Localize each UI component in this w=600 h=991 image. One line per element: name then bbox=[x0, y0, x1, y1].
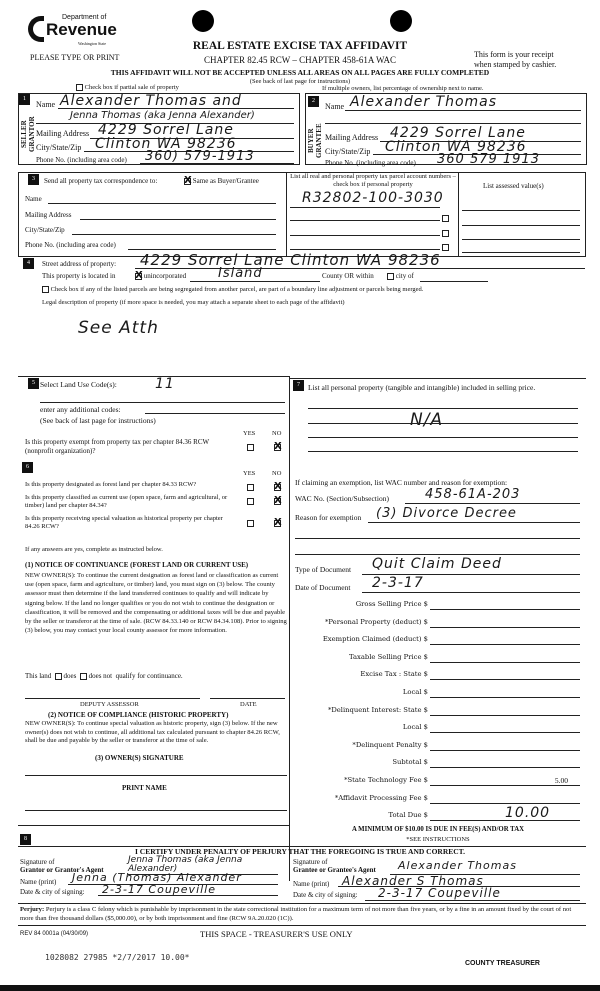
fee-label: Local $ bbox=[402, 688, 428, 696]
does-checkbox[interactable] bbox=[54, 672, 62, 680]
fee-label: Total Due $ bbox=[388, 811, 428, 820]
wac-number[interactable]: 458-61A-203 bbox=[425, 487, 521, 502]
current-use-no-checkbox[interactable] bbox=[274, 495, 282, 506]
seller-name[interactable]: Alexander Thomas and bbox=[60, 93, 242, 109]
personal-property-checkbox[interactable] bbox=[442, 213, 449, 222]
fee-field[interactable] bbox=[430, 802, 580, 804]
seller-address[interactable]: 4229 Sorrel Lane bbox=[98, 122, 234, 138]
fee-label: *Delinquent Interest: State $ bbox=[327, 705, 428, 714]
same-as-buyer-checkbox[interactable]: Same as Buyer/Grantee bbox=[184, 175, 259, 186]
document-type[interactable]: Quit Claim Deed bbox=[372, 556, 502, 572]
fee-label: Exemption Claimed (deduct) $ bbox=[322, 635, 428, 644]
historic-yes-checkbox[interactable] bbox=[247, 518, 254, 527]
chapter: CHAPTER 82.45 RCW – CHAPTER 458-61A WAC bbox=[204, 55, 396, 65]
grantor-print-name[interactable]: Jenna (Thomas) Alexander bbox=[72, 871, 242, 884]
fee-field[interactable] bbox=[430, 661, 580, 663]
exempt-no-checkbox[interactable] bbox=[274, 441, 282, 452]
personal-property-value[interactable]: N/A bbox=[410, 410, 444, 430]
does-not-checkbox[interactable] bbox=[79, 672, 87, 680]
current-use-yes-checkbox[interactable] bbox=[247, 496, 254, 505]
forest-yes-checkbox[interactable] bbox=[247, 482, 254, 491]
fee-field[interactable] bbox=[430, 609, 580, 610]
treasurer-stamp: 1028082 27985 *2/7/2017 10.00* bbox=[45, 953, 190, 962]
fee-field[interactable] bbox=[430, 749, 580, 751]
partial-sale-checkbox[interactable]: Check box if partial sale of property bbox=[76, 84, 179, 92]
tax-city-field[interactable] bbox=[72, 234, 276, 235]
personal-property-checkbox[interactable] bbox=[442, 242, 449, 251]
exempt-yes-checkbox[interactable] bbox=[247, 442, 254, 451]
grantor-signature[interactable]: Jenna Thomas (aka Jenna Alexander) bbox=[128, 855, 243, 874]
warning: THIS AFFIDAVIT WILL NOT BE ACCEPTED UNLE… bbox=[110, 68, 490, 77]
buyer-name[interactable]: Alexander Thomas bbox=[350, 94, 498, 110]
grantee-date-city[interactable]: 2-3-17 Coupeville bbox=[378, 886, 501, 900]
fee-label: *Personal Property (deduct) $ bbox=[325, 617, 428, 626]
fee-label: Subtotal $ bbox=[392, 758, 428, 767]
city-checkbox[interactable]: city of bbox=[387, 272, 414, 280]
punch-hole bbox=[390, 10, 412, 32]
city-field[interactable] bbox=[420, 281, 488, 282]
seller-phone[interactable]: 360) 579-1913 bbox=[145, 149, 255, 164]
assessed-value-field[interactable] bbox=[462, 225, 580, 226]
fee-field[interactable] bbox=[430, 644, 580, 646]
additional-codes-field[interactable] bbox=[145, 413, 285, 414]
fee-field[interactable] bbox=[430, 679, 580, 681]
page-title: REAL ESTATE EXCISE TAX AFFIDAVIT bbox=[192, 40, 408, 52]
seller-city[interactable]: Clinton WA 98236 bbox=[95, 136, 237, 152]
tax-address-field[interactable] bbox=[80, 219, 276, 220]
assessed-value-field[interactable] bbox=[462, 210, 580, 211]
personal-property-checkbox[interactable] bbox=[442, 228, 449, 237]
fee-label: Local $ bbox=[402, 723, 428, 732]
fee-label: *State Technology Fee $ bbox=[344, 776, 428, 784]
parcel-number[interactable]: R32802-100-3030 bbox=[302, 190, 444, 206]
section-seller bbox=[18, 93, 300, 165]
fee-field[interactable] bbox=[430, 820, 580, 822]
legal-description[interactable]: See Atth bbox=[78, 318, 159, 338]
grantee-signature[interactable]: Alexander Thomas bbox=[398, 859, 517, 872]
fee-label: Taxable Selling Price $ bbox=[348, 652, 428, 661]
grantee-print-name[interactable]: Alexander S Thomas bbox=[342, 874, 484, 888]
tax-phone-field[interactable] bbox=[128, 249, 276, 250]
fee-label: *Delinquent Penalty $ bbox=[352, 740, 428, 749]
fee-field[interactable] bbox=[430, 714, 580, 716]
owner-signature-field[interactable] bbox=[25, 775, 287, 776]
perjury-notice: Perjury: Perjury is a class C felony whi… bbox=[20, 906, 572, 922]
buyer-phone[interactable]: 360 579 1913 bbox=[437, 152, 540, 167]
section-tax-correspondence bbox=[18, 172, 586, 257]
unincorporated-checkbox[interactable]: unincorporated bbox=[135, 270, 186, 281]
fee-field[interactable] bbox=[430, 785, 580, 786]
fee-label: Excise Tax : State $ bbox=[360, 670, 428, 679]
logo-swoosh-icon bbox=[28, 16, 44, 42]
fee-label: Gross Selling Price $ bbox=[355, 600, 428, 608]
fee-field[interactable] bbox=[430, 767, 580, 769]
grantor-date-city[interactable]: 2-3-17 Coupeville bbox=[102, 883, 217, 896]
tax-name-field[interactable] bbox=[48, 203, 276, 204]
section-buyer bbox=[305, 93, 587, 165]
fee-value: 10.00 bbox=[505, 805, 551, 822]
assessed-value-field[interactable] bbox=[462, 239, 580, 240]
county-field[interactable]: Island bbox=[218, 266, 263, 281]
buyer-address[interactable]: 4229 Sorrel Lane bbox=[390, 125, 526, 141]
fee-value: 5.00 bbox=[554, 776, 568, 785]
fee-field[interactable] bbox=[430, 732, 580, 734]
punch-hole bbox=[192, 10, 214, 32]
assessed-value-field[interactable] bbox=[462, 252, 580, 253]
document-date[interactable]: 2-3-17 bbox=[372, 575, 424, 591]
please-type: PLEASE TYPE OR PRINT bbox=[30, 53, 120, 62]
fee-field[interactable] bbox=[430, 697, 580, 698]
land-use-code[interactable]: 11 bbox=[155, 376, 175, 392]
dor-logo: Department of Revenue Washington State bbox=[28, 12, 117, 52]
fee-label: *Affidavit Processing Fee $ bbox=[334, 793, 428, 802]
exemption-reason[interactable]: (3) Divorce Decree bbox=[376, 506, 517, 521]
property-street[interactable]: 4229 Sorrel Lane Clinton WA 98236 bbox=[140, 251, 441, 269]
historic-no-checkbox[interactable] bbox=[274, 517, 282, 528]
segregated-checkbox[interactable]: Check box if any of the listed parcels a… bbox=[42, 286, 423, 294]
seller-name-2[interactable]: Jenna Thomas (aka Jenna Alexander) bbox=[70, 110, 255, 121]
forest-no-checkbox[interactable] bbox=[274, 481, 282, 492]
buyer-city[interactable]: Clinton WA 98236 bbox=[385, 139, 527, 155]
fee-field[interactable] bbox=[430, 626, 580, 628]
owner-print-name-field[interactable] bbox=[25, 810, 287, 811]
